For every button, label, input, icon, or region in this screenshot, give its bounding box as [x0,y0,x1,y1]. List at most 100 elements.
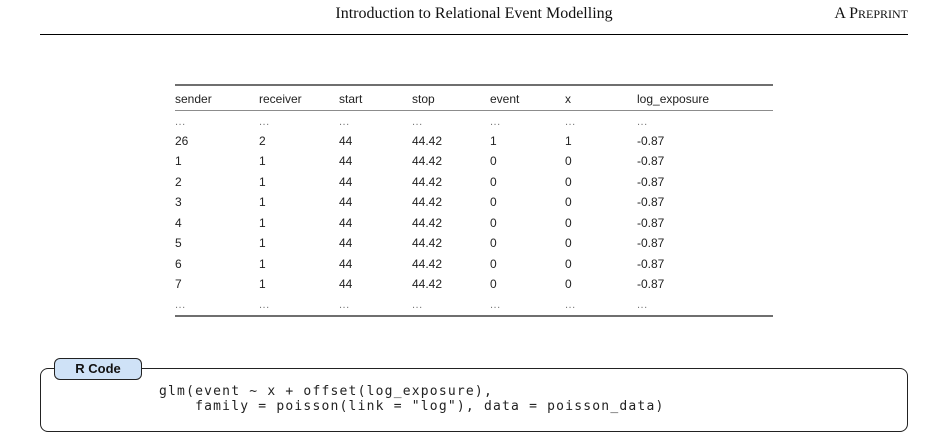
column-header-event: event [490,91,520,106]
table-cell: 0 [565,215,572,230]
table-cell: -0.87 [637,174,665,189]
code-listing: glm(event ~ x + offset(log_exposure), fa… [159,384,665,414]
preprint-label-smallcaps: REPRINT [857,7,908,21]
table-cell: 0 [490,174,497,189]
column-header-start: start [339,91,363,106]
table-cell: ... [637,115,648,128]
table-cell: 7 [175,277,182,292]
table-header-row: sender receiver start stop event x log_e… [175,86,773,110]
table-cell: ... [339,298,350,311]
table-cell: -0.87 [637,154,665,169]
table-cell: 1 [259,195,266,210]
table-cell: ... [175,115,186,128]
table-row: 3 1 44 44.42 0 0 -0.87 [175,192,773,213]
table-cell: 0 [490,154,497,169]
table-cell: 44.42 [412,195,443,210]
table-cell: 0 [490,277,497,292]
table-cell: ... [565,115,576,128]
page-header: Introduction to Relational Event Modelli… [40,0,908,42]
code-line: family = poisson(link = "log"), data = p… [159,399,665,414]
table-cell: ... [339,115,350,128]
table-cell: 44 [339,277,353,292]
table-row: 26 2 44 44.42 1 1 -0.87 [175,131,773,152]
table-cell: 1 [565,133,572,148]
table-cell: 44.42 [412,236,443,251]
table-cell: ... [175,298,186,311]
table-cell: -0.87 [637,133,665,148]
column-header-sender: sender [175,91,212,106]
table-cell: ... [412,115,423,128]
table-row: 5 1 44 44.42 0 0 -0.87 [175,233,773,254]
table-cell: 44 [339,215,353,230]
table-cell: ... [637,298,648,311]
table-cell: 44 [339,154,353,169]
table-cell: 2 [259,133,266,148]
table-cell: ... [412,298,423,311]
table-cell: 0 [490,215,497,230]
column-header-receiver: receiver [259,91,302,106]
code-line: glm(event ~ x + offset(log_exposure), [159,384,493,399]
table-cell: 44.42 [412,174,443,189]
table-cell: -0.87 [637,215,665,230]
table-cell: 44 [339,256,353,271]
table-row: 1 1 44 44.42 0 0 -0.87 [175,151,773,172]
table-cell: 1 [259,154,266,169]
code-block [40,368,908,432]
table-cell: 3 [175,195,182,210]
table-cell: 1 [259,277,266,292]
data-table: sender receiver start stop event x log_e… [175,84,773,317]
table-cell: 1 [175,154,182,169]
table-cell: 44.42 [412,215,443,230]
table-cell: 0 [490,195,497,210]
table-cell: 1 [259,236,266,251]
code-block-label: R Code [54,358,142,380]
table-cell: 1 [259,174,266,189]
table-row: 2 1 44 44.42 0 0 -0.87 [175,172,773,193]
table-row: 7 1 44 44.42 0 0 -0.87 [175,274,773,295]
table-row: ..................... [175,110,773,131]
table-cell: 1 [490,133,497,148]
table-cell: -0.87 [637,256,665,271]
table-cell: -0.87 [637,195,665,210]
header-rule [40,34,908,35]
table-cell: ... [490,115,501,128]
preprint-label: A PREPRINT [834,5,908,23]
table-cell: -0.87 [637,236,665,251]
table-cell: 1 [259,256,266,271]
table-cell: 0 [490,236,497,251]
table-cell: 2 [175,174,182,189]
table-cell: ... [259,298,270,311]
table-cell: 44 [339,174,353,189]
table-cell: 44.42 [412,133,443,148]
table-cell: 0 [490,256,497,271]
column-header-log-exposure: log_exposure [637,91,710,106]
preprint-label-initial: A P [834,5,858,22]
table-cell: ... [259,115,270,128]
running-title: Introduction to Relational Event Modelli… [335,5,613,22]
table-cell: 6 [175,256,182,271]
table-cell: 44 [339,133,353,148]
table-cell: 0 [565,195,572,210]
table-cell: 44.42 [412,256,443,271]
table-cell: 1 [259,215,266,230]
table-cell: 44 [339,236,353,251]
table-cell: -0.87 [637,277,665,292]
table-cell: 0 [565,256,572,271]
table-row: ..................... [175,295,773,316]
table-cell: 0 [565,154,572,169]
table-cell: 0 [565,174,572,189]
table-cell: 0 [565,236,572,251]
table-cell: 4 [175,215,182,230]
column-header-x: x [565,91,571,106]
table-cell: 5 [175,236,182,251]
table-cell: 0 [565,277,572,292]
table-cell: 44.42 [412,154,443,169]
table-cell: ... [565,298,576,311]
table-cell: 44 [339,195,353,210]
table-row: 4 1 44 44.42 0 0 -0.87 [175,213,773,234]
table-row: 6 1 44 44.42 0 0 -0.87 [175,254,773,275]
column-header-stop: stop [412,91,435,106]
table-cell: 26 [175,133,189,148]
table-cell: ... [490,298,501,311]
table-cell: 44.42 [412,277,443,292]
